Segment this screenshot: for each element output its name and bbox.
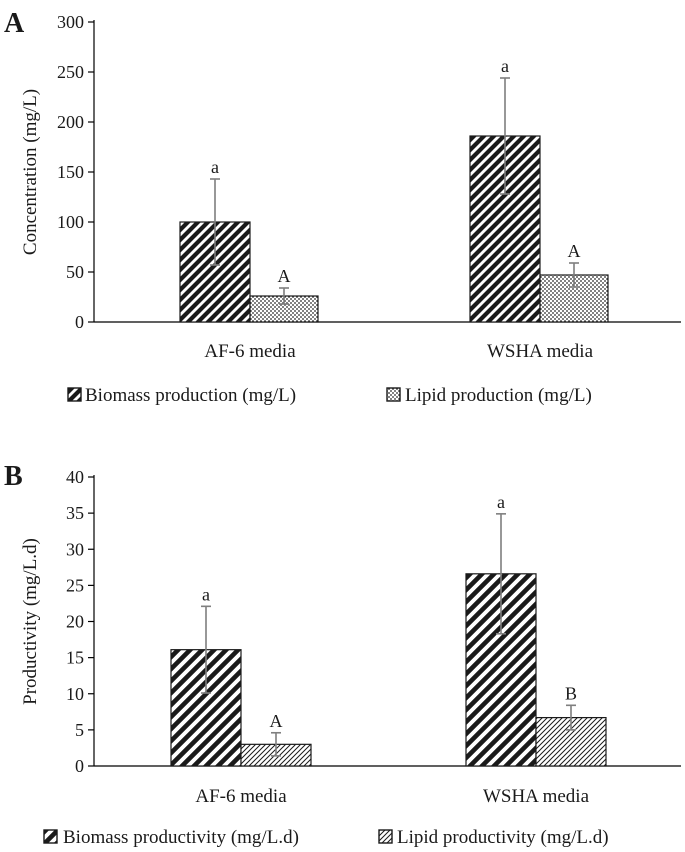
y-tick-label: 0 xyxy=(75,756,84,776)
chart-panel-b: B 0 5 10 15 20 25 30 35 40 Productivity (mg/L.d) a a… xyxy=(4,461,681,848)
legend-label: Biomass productivity (mg/L.d) xyxy=(63,827,299,848)
bar-biomass xyxy=(465,573,537,767)
legend-entry: Biomass productivity (mg/L.d) xyxy=(43,827,299,848)
x-category-label: WSHA media xyxy=(483,786,590,807)
legend-label: Biomass production (mg/L) xyxy=(85,385,296,406)
y-tick-label: 0 xyxy=(75,312,84,332)
y-tick-label: 20 xyxy=(66,612,84,632)
x-category-label: WSHA media xyxy=(487,341,594,362)
panel-label: B xyxy=(4,461,23,492)
y-tick-label: 10 xyxy=(66,684,84,704)
legend-swatch xyxy=(378,829,393,844)
y-tick-label: 300 xyxy=(57,12,84,32)
legend-label: Lipid productivity (mg/L.d) xyxy=(397,827,609,848)
panel-label: A xyxy=(4,8,25,39)
y-tick-label: 100 xyxy=(57,212,84,232)
significance-label: A xyxy=(270,711,283,731)
y-axis-label: Concentration (mg/L) xyxy=(20,89,41,255)
legend-entry: Lipid production (mg/L) xyxy=(386,385,592,406)
legend-label: Lipid production (mg/L) xyxy=(405,385,592,406)
legend-entry: Biomass production (mg/L) xyxy=(67,385,296,406)
y-tick-label: 30 xyxy=(66,539,84,559)
legend-swatch xyxy=(386,387,401,402)
legend-swatch xyxy=(67,387,82,402)
significance-label: a xyxy=(501,56,509,76)
chart-panel-a: A 0 50 100 150 200 250 300 Concentration (mg/L) a… xyxy=(4,8,681,406)
significance-label: a xyxy=(202,584,210,604)
y-tick-label: 5 xyxy=(75,720,84,740)
y-tick-label: 35 xyxy=(66,503,84,523)
y-tick-label: 40 xyxy=(66,467,84,487)
y-tick-label: 15 xyxy=(66,648,84,668)
y-axis-label: Productivity (mg/L.d) xyxy=(20,538,41,705)
y-tick-label: 25 xyxy=(66,575,84,595)
y-tick-label: 50 xyxy=(66,262,84,282)
y-tick-label: 200 xyxy=(57,112,84,132)
y-tick-label: 150 xyxy=(57,162,84,182)
significance-label: A xyxy=(278,266,291,286)
x-category-label: AF-6 media xyxy=(195,786,287,807)
significance-label: A xyxy=(568,241,581,261)
significance-label: a xyxy=(497,492,505,512)
significance-label: B xyxy=(565,683,577,703)
legend-entry: Lipid productivity (mg/L.d) xyxy=(378,827,609,848)
legend-swatch xyxy=(43,829,58,844)
x-category-label: AF-6 media xyxy=(204,341,296,362)
significance-label: a xyxy=(211,157,219,177)
y-tick-label: 250 xyxy=(57,62,84,82)
